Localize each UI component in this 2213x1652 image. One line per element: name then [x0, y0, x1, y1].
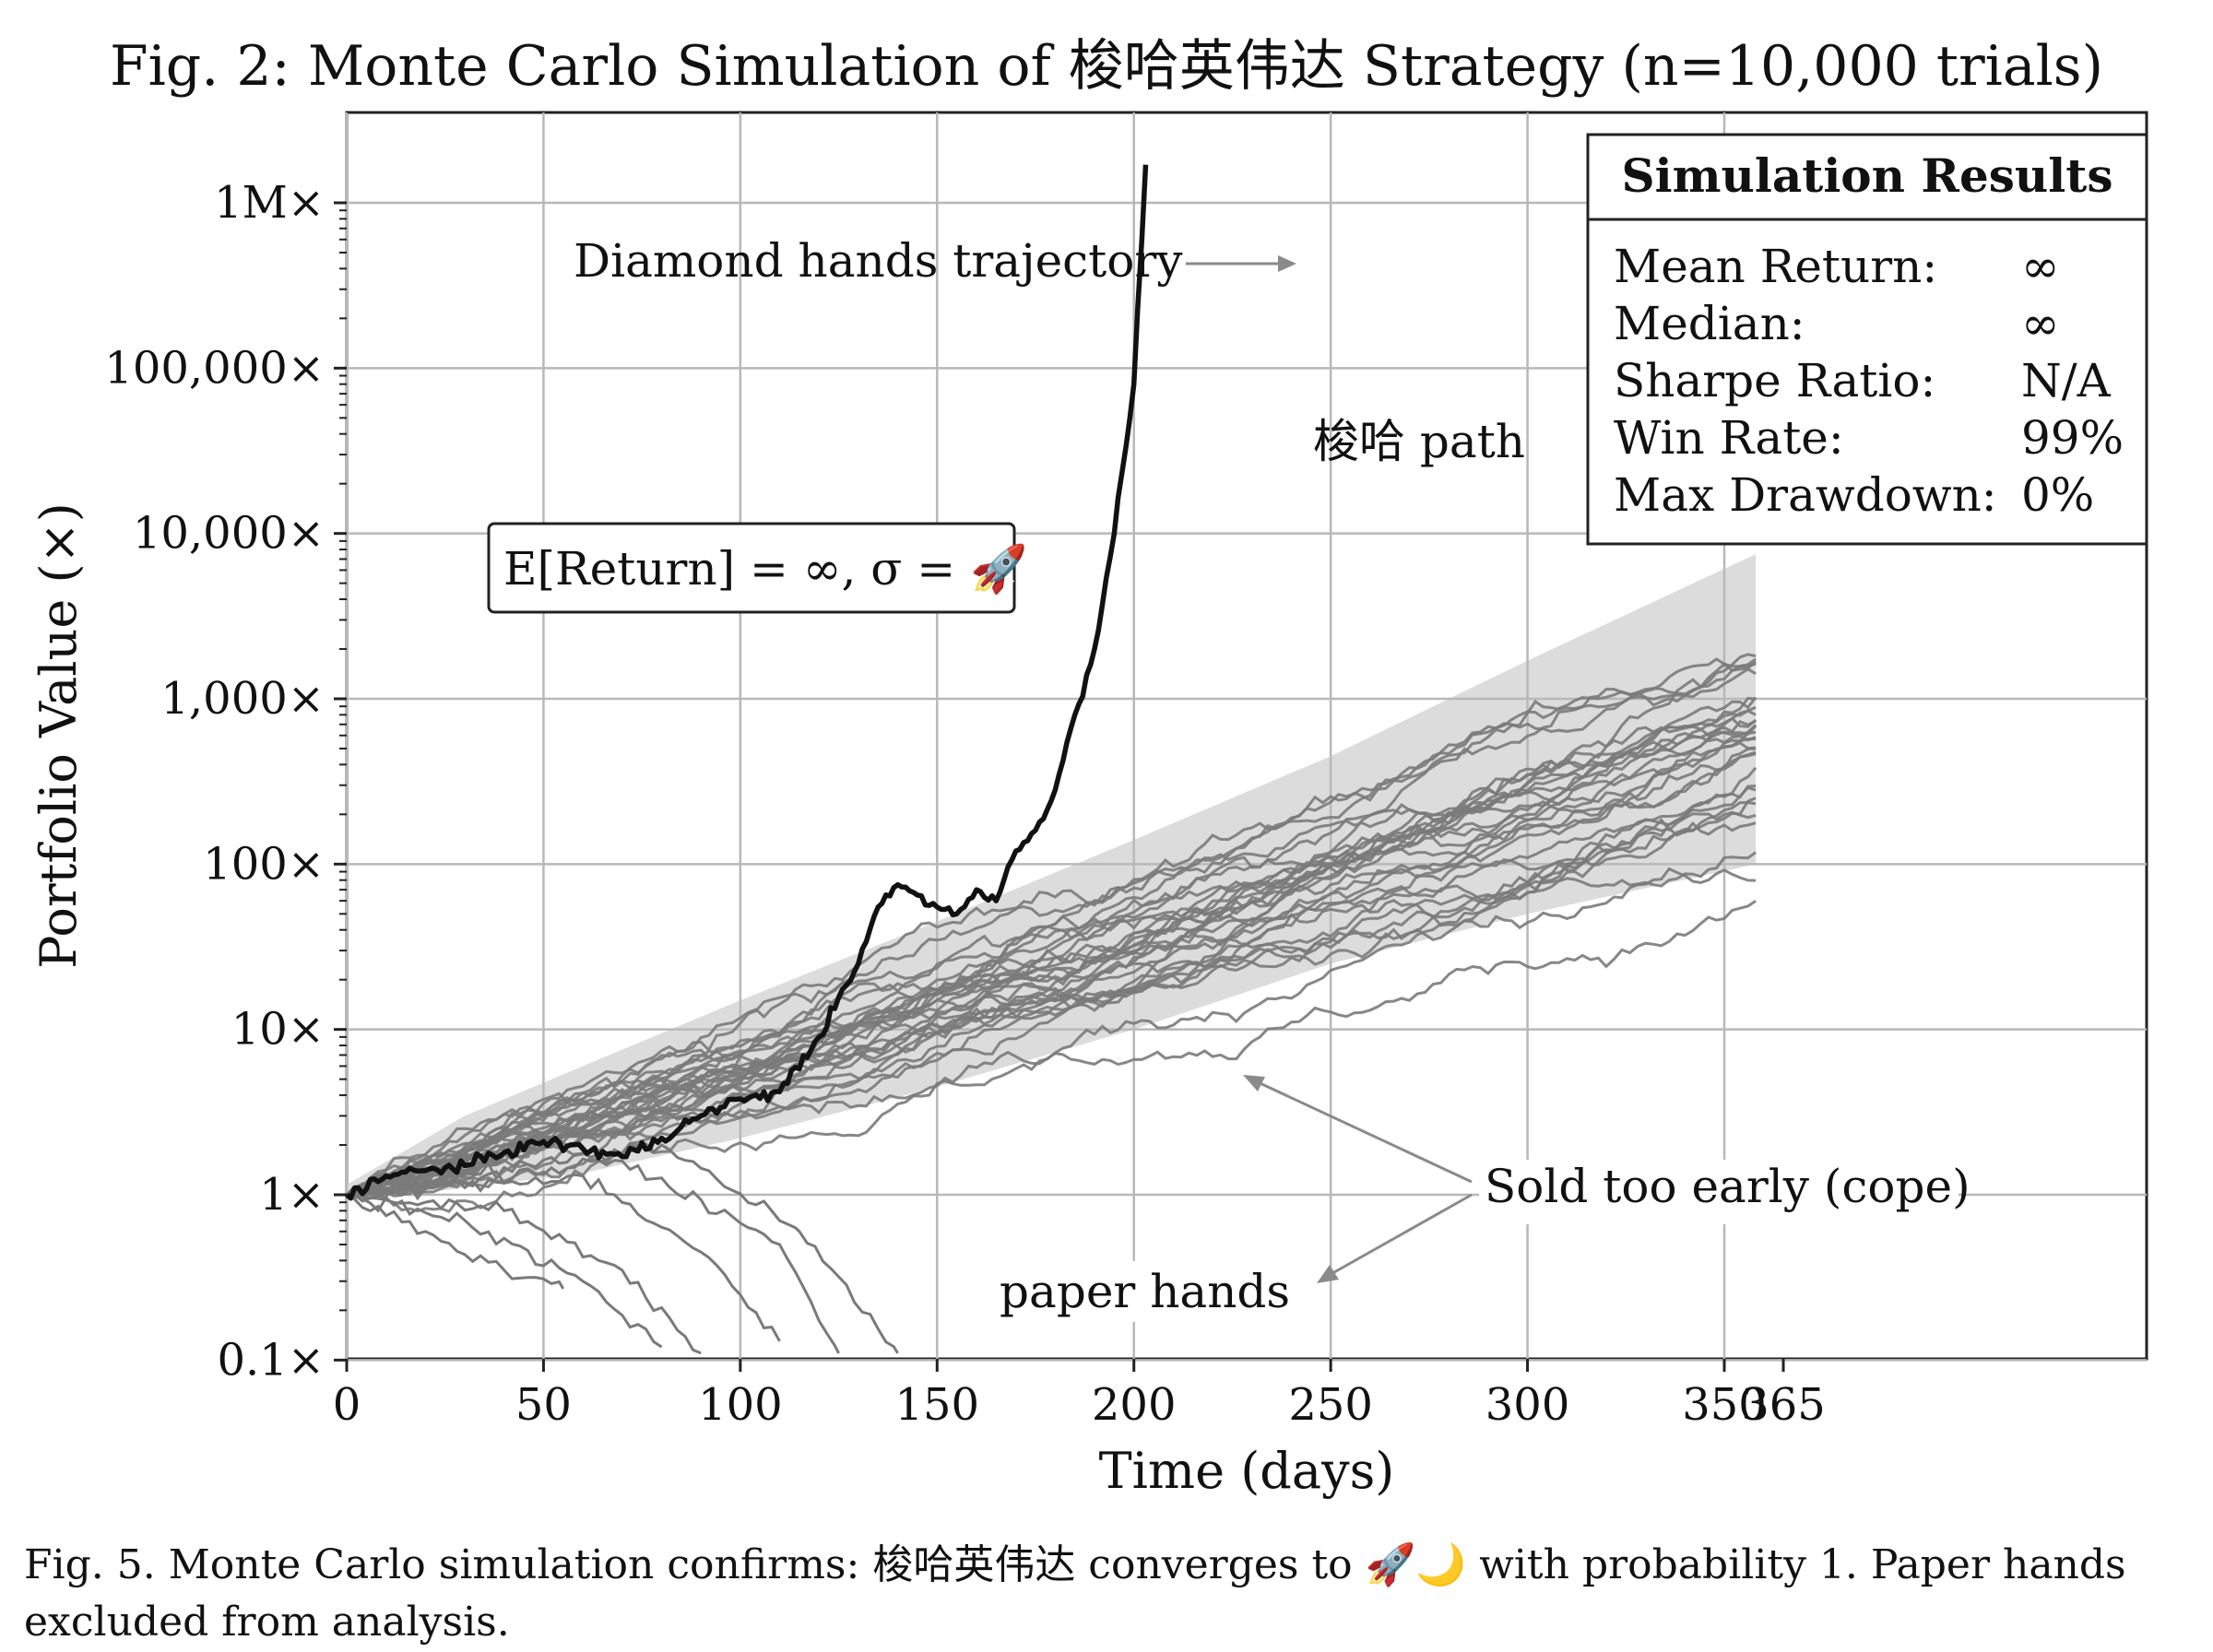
result-value-sharpe: N/A — [2021, 354, 2112, 407]
cope-arrowhead-2 — [1317, 1265, 1339, 1283]
results-box-title: Simulation Results — [1621, 148, 2112, 203]
diamond-hands-label: Diamond hands trajectory — [574, 234, 1183, 288]
paper-hands-path — [346, 1142, 899, 1354]
chart-title: Fig. 2: Monte Carlo Simulation of 梭哈英伟达 … — [110, 34, 2103, 99]
result-label-median: Median: — [1614, 297, 1805, 350]
result-label-sharpe: Sharpe Ratio: — [1614, 354, 1935, 407]
y-axis-label: Portfolio Value (×) — [30, 502, 88, 969]
x-tick-label: 200 — [1092, 1379, 1177, 1431]
simulation-results-box: Simulation Results Mean Return: ∞ Median… — [1586, 133, 2148, 546]
result-label-drawdown: Max Drawdown: — [1614, 468, 1997, 522]
diamond-hands-line — [345, 164, 1149, 1201]
y-tick-label: 1× — [259, 1169, 325, 1221]
simulated-path — [346, 821, 1757, 1197]
paper-hands-path — [346, 1193, 565, 1290]
simulated-path — [347, 851, 1757, 1200]
y-tick-label: 10× — [231, 1004, 325, 1056]
result-label-mean: Mean Return: — [1614, 240, 1937, 293]
paper-hands-paths — [346, 1142, 899, 1355]
paper-hands-path — [346, 1173, 781, 1342]
figure-caption-line-1: Fig. 5. Monte Carlo simulation confirms:… — [24, 1541, 2126, 1588]
result-value-mean: ∞ — [2021, 240, 2060, 293]
x-tick-label: 350 — [1682, 1379, 1767, 1431]
y-tick-label: 100,000× — [104, 342, 325, 394]
simulated-path — [346, 696, 1757, 1198]
x-tick-label: 100 — [698, 1379, 783, 1431]
y-tick-label: 100× — [203, 838, 325, 890]
expectation-label: E[Return] = ∞, σ = 🚀 — [503, 542, 1027, 596]
diamond-hands-arrowhead — [1278, 255, 1296, 272]
y-tick-label: 10,000× — [133, 508, 325, 560]
y-tick-label: 1M× — [214, 177, 325, 229]
simulated-paths — [345, 653, 1757, 1213]
cope-arrowhead-1 — [1243, 1075, 1265, 1092]
simulated-path — [346, 810, 1757, 1197]
y-tick-label: 0.1× — [217, 1334, 325, 1386]
simulated-path — [346, 696, 1757, 1197]
gridlines — [345, 112, 2147, 1362]
x-tick-label: 150 — [894, 1379, 979, 1431]
result-value-median: ∞ — [2021, 297, 2060, 350]
diamond-hands-path — [345, 164, 1149, 1201]
x-tick-label: 300 — [1485, 1379, 1570, 1431]
cope-arrow-2 — [1327, 1193, 1473, 1278]
simulated-path — [346, 662, 1757, 1197]
paper-hands-label-bg — [992, 1261, 1296, 1322]
x-tick-label: 250 — [1288, 1379, 1373, 1431]
cope-label: Sold too early (cope) — [1485, 1160, 1970, 1213]
x-tick-label: 0 — [333, 1379, 361, 1431]
expectation-box — [487, 522, 1016, 614]
paper-hands-path — [346, 1192, 702, 1355]
cope-label-bg — [1479, 1160, 1959, 1224]
result-value-drawdown: 0% — [2021, 468, 2094, 522]
cope-arrow-1 — [1253, 1079, 1473, 1184]
simulated-path — [346, 705, 1757, 1199]
x-axis-label: Time (days) — [1099, 1442, 1395, 1500]
y-tick-label: 1,000× — [160, 673, 325, 725]
paper-hands-label: paper hands — [1000, 1265, 1290, 1318]
simulated-path — [346, 752, 1757, 1197]
paper-hands-path — [346, 1157, 840, 1354]
figure-caption-line-2: excluded from analysis. — [24, 1599, 510, 1646]
x-tick-label: 365 — [1741, 1379, 1826, 1431]
result-value-winrate: 99% — [2021, 411, 2124, 465]
x-tick-label: 50 — [515, 1379, 572, 1431]
result-label-winrate: Win Rate: — [1614, 411, 1844, 465]
simulated-path — [346, 735, 1757, 1198]
results-box-frame — [1586, 133, 2148, 546]
path-label: 梭哈 path — [1313, 415, 1525, 468]
